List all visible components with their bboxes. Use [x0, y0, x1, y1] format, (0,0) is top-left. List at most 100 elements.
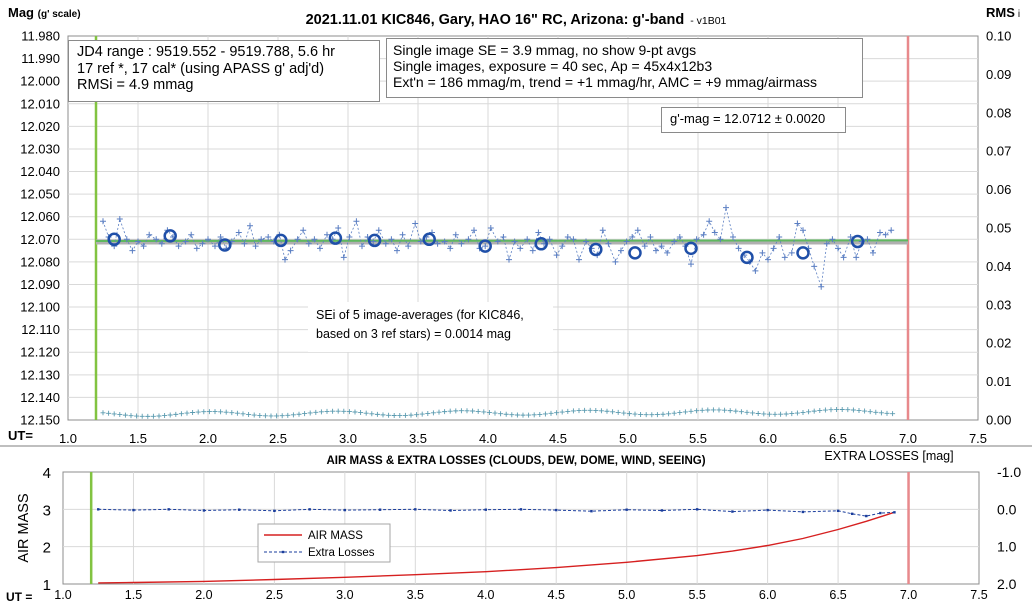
rmsi-point — [509, 412, 515, 418]
rmsi-point — [307, 410, 313, 416]
extra-losses-point — [202, 509, 206, 512]
y-tick-label: 12.120 — [20, 345, 60, 360]
bottom-x-axis-title: UT = — [6, 590, 32, 604]
single-image-point — [877, 229, 883, 236]
rmsi-point — [587, 407, 593, 413]
rmsi-point — [302, 411, 308, 417]
rmsi-point — [828, 407, 834, 413]
rmsi-point — [794, 410, 800, 416]
rmsi-point — [738, 409, 744, 415]
rmsi-point — [867, 409, 873, 415]
rmsi-point — [677, 410, 683, 416]
extra-losses-point — [625, 508, 628, 511]
single-image-point — [870, 249, 876, 256]
rmsi-point — [290, 412, 296, 418]
single-image-point — [706, 218, 713, 225]
rmsi-point — [598, 408, 604, 414]
rmsi-point — [582, 407, 588, 413]
single-image-point — [618, 247, 624, 254]
y-axis-title: Mag (g' scale) — [8, 5, 81, 20]
extra-losses-point — [836, 509, 840, 513]
rmsi-point — [654, 412, 660, 418]
rmsi-point — [139, 413, 145, 419]
single-image-point — [305, 240, 312, 247]
rmsi-point — [800, 409, 806, 415]
extra-losses-point — [893, 511, 896, 514]
extra-losses-tick-label: 2.0 — [997, 576, 1017, 592]
x2-tick-label: 3.5 — [407, 588, 424, 602]
rmsi-point — [425, 410, 431, 416]
single-image-point — [175, 243, 182, 250]
rmsi-point — [150, 413, 156, 419]
rmsi-point — [206, 409, 212, 415]
rmsi-point — [128, 413, 134, 419]
y2-tick-label: 0.04 — [986, 259, 1011, 274]
legend-extra-losses-label: Extra Losses — [308, 547, 375, 559]
extra-losses-point — [519, 508, 523, 511]
single-image-point — [388, 236, 395, 243]
single-image-point — [641, 243, 648, 250]
x2-tick-label: 4.5 — [548, 588, 565, 602]
single-images-line — [102, 207, 892, 287]
single-image-point — [447, 245, 454, 252]
single-image-point — [212, 243, 218, 250]
rmsi-point — [436, 409, 442, 415]
rmsi-point — [593, 407, 599, 413]
x2-tick-label: 2.0 — [195, 588, 212, 602]
rmsi-point — [145, 413, 151, 419]
single-image-point — [359, 243, 365, 250]
legend-air-mass-label: AIR MASS — [308, 530, 363, 542]
single-image-point — [399, 231, 406, 238]
rmsi-point — [419, 411, 425, 417]
extra-losses-tick-label: 1.0 — [997, 539, 1017, 555]
x-tick-label: 3.0 — [339, 431, 357, 446]
rmsi-point — [442, 409, 448, 415]
x-tick-label: 4.0 — [479, 431, 497, 446]
y2-tick-label: 0.09 — [986, 67, 1011, 82]
single-image-point — [570, 236, 577, 243]
single-image-point — [452, 231, 459, 238]
single-image-point — [241, 240, 248, 247]
rmsi-point — [716, 407, 722, 413]
single-image-point — [153, 236, 160, 243]
rmsi-point — [324, 408, 330, 414]
rmsi-point — [514, 412, 520, 418]
9pt-avg-point — [628, 246, 642, 260]
y2-tick-label: 0.10 — [986, 29, 1011, 44]
single-image-point — [146, 231, 153, 238]
x2-tick-label: 6.0 — [759, 588, 776, 602]
rmsi-point — [666, 411, 672, 417]
single-image-point — [100, 218, 106, 225]
single-image-point — [693, 236, 700, 243]
rmsi-point — [884, 410, 890, 416]
rmsi-point — [559, 409, 565, 415]
sei-note-line1: SEi of 5 image-averages (for KIC846, — [316, 308, 524, 322]
single-image-point — [116, 215, 123, 222]
extra-losses-point — [660, 509, 664, 512]
rmsi-point — [548, 410, 554, 416]
rmsi-point — [100, 410, 106, 416]
single-image-point — [511, 238, 518, 245]
9pt-avg-point — [589, 242, 603, 257]
single-image-point — [394, 247, 400, 254]
rmsi-point — [772, 411, 778, 417]
rmsi-point — [274, 413, 280, 419]
single-image-point — [193, 245, 200, 252]
single-image-point — [546, 236, 553, 243]
rmsi-point — [688, 408, 694, 414]
info-box-settings: Single image SE = 3.9 mmag, no show 9-pt… — [386, 38, 863, 98]
rmsi-point — [358, 410, 364, 416]
9pt-avg-point — [328, 231, 343, 245]
y-tick-label: 12.080 — [20, 254, 60, 269]
single-image-point — [529, 247, 536, 254]
rmsi-point — [789, 411, 795, 417]
bottom-chart-title: AIR MASS & EXTRA LOSSES (CLOUDS, DEW, DO… — [326, 455, 705, 467]
y2-tick-label: 0.06 — [986, 182, 1011, 197]
x-tick-label: 2.5 — [269, 431, 287, 446]
rmsi-point — [750, 410, 756, 416]
single-image-point — [676, 234, 683, 241]
rmsi-point — [822, 407, 828, 413]
x-tick-label: 6.0 — [759, 431, 777, 446]
x2-tick-label: 7.0 — [900, 588, 917, 602]
single-image-point — [818, 283, 825, 290]
